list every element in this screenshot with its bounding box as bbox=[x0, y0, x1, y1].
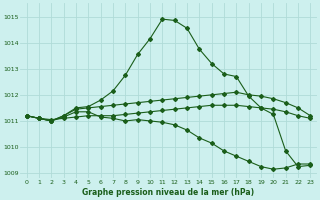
X-axis label: Graphe pression niveau de la mer (hPa): Graphe pression niveau de la mer (hPa) bbox=[83, 188, 255, 197]
